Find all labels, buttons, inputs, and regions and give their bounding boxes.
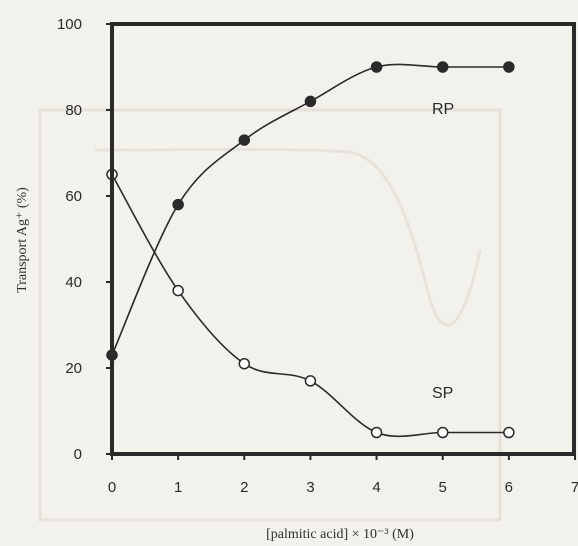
data-point-rp	[238, 134, 251, 146]
x-tick-label: 0	[108, 479, 116, 496]
plot-frame	[110, 22, 576, 456]
data-point-sp	[238, 357, 251, 370]
x-tick-label: 5	[439, 479, 447, 496]
x-tick-label: 3	[306, 479, 314, 496]
x-tick-label: 2	[240, 479, 248, 496]
data-point-rp	[172, 198, 184, 211]
x-tick-label: 6	[505, 479, 513, 496]
data-point-rp	[436, 61, 449, 73]
y-tick-label: 20	[65, 360, 82, 377]
data-point-sp	[503, 426, 515, 439]
data-point-sp	[304, 375, 317, 387]
series-label-rp: RP	[432, 101, 454, 118]
data-point-rp	[503, 61, 515, 73]
x-axis-title: [palmitic acid] × 10⁻³ (M)	[266, 527, 414, 542]
data-point-sp	[172, 284, 184, 297]
data-point-rp	[304, 95, 317, 108]
data-point-sp	[370, 426, 383, 439]
plot-area: RP SP	[106, 61, 515, 439]
data-point-rp	[370, 61, 383, 73]
x-tick-label: 7	[571, 479, 578, 496]
y-tick-label: 0	[74, 446, 82, 463]
y-axis-title: Transport Ag⁺ (%)	[15, 187, 30, 293]
y-tick-label: 80	[65, 102, 82, 119]
data-point-sp	[436, 426, 449, 439]
ghost-curve	[94, 148, 482, 327]
series-label-sp: SP	[432, 385, 453, 402]
x-tick-label: 1	[174, 479, 182, 496]
y-tick-label: 60	[65, 188, 82, 205]
x-tick-label: 4	[372, 479, 380, 496]
ghost-frame	[38, 108, 502, 522]
axes: 0 20 40 60 80 100 0 1 2 3 4 5 6 7 [palmitic acid] × 10…	[15, 16, 578, 542]
y-tick-label: 100	[57, 16, 82, 33]
y-tick-label: 40	[65, 274, 82, 291]
